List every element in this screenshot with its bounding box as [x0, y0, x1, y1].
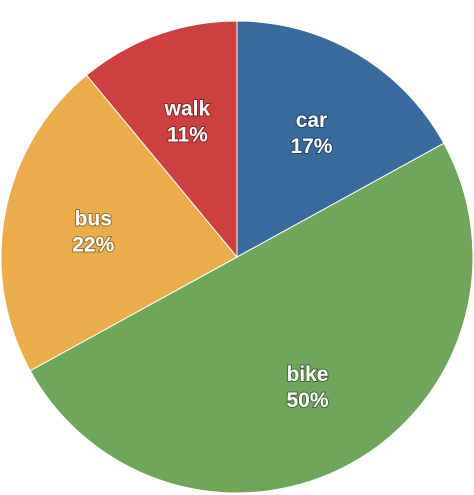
- pie-slice-bus: [0, 74, 238, 372]
- slice-label-bus: bus: [75, 208, 112, 231]
- slice-value-car: 17%: [290, 135, 332, 158]
- pie-slice-bike: [29, 142, 474, 494]
- slice-label-bike: bike: [286, 363, 328, 386]
- pie-labels: car 17% bike 50% bus 22% walk 11%: [71, 96, 334, 413]
- pie-slice-walk: [85, 20, 238, 259]
- pie-slice-car: [236, 20, 445, 258]
- pie-slices: [0, 20, 474, 494]
- slice-value-bus: 22%: [72, 234, 114, 257]
- slice-value-bike: 50%: [286, 389, 328, 412]
- slice-label-walk: walk: [164, 97, 211, 120]
- slice-label-car: car: [296, 109, 328, 132]
- slice-value-walk: 11%: [167, 123, 208, 146]
